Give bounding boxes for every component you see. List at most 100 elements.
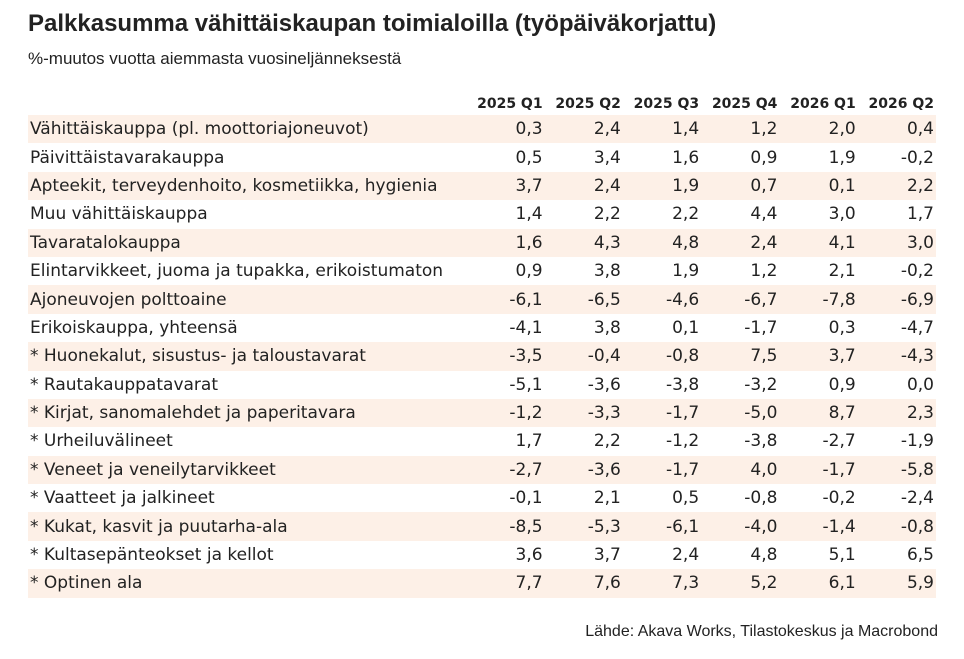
- value-cell: 6,1: [779, 569, 858, 598]
- value-cell: 3,8: [593, 317, 621, 338]
- value-cell: -3,8: [744, 431, 778, 452]
- value-cell: -2,7: [822, 431, 856, 452]
- value-cell: 3,7: [779, 342, 858, 371]
- row-label: * Urheiluvälineet: [30, 431, 173, 452]
- value-cell: -1,7: [779, 455, 858, 485]
- value-cell: -3,8: [665, 374, 700, 395]
- value-cell: -2,4: [900, 488, 934, 509]
- row-label: Vähittäiskauppa (pl. moottoriajoneuvot): [28, 115, 467, 144]
- row-label: * Rautakauppatavarat: [30, 374, 218, 395]
- chart-subtitle: %-muutos vuotta aiemmasta vuosineljännek…: [28, 49, 402, 68]
- value-cell: 1,7: [906, 204, 934, 225]
- value-cell: 1,9: [622, 171, 702, 201]
- table-row: * Vaatteet ja jalkineet -0,1 2,1 0,5 -0,8 -0,…: [28, 484, 936, 512]
- value-cell: 3,0: [857, 228, 936, 257]
- chart-title: Palkkasumma vähittäiskaupan toimialoilla…: [28, 10, 717, 37]
- table-row: * Kukat, kasvit ja puutarha-ala -8,5 -5,3-…: [28, 512, 936, 541]
- value-cell: 4,8: [622, 228, 702, 257]
- value-cell: 0,9: [750, 147, 778, 168]
- row-label: Erikoiskauppa, yhteensä: [30, 317, 238, 338]
- value-cell: 3,0: [828, 204, 856, 225]
- value-cell: -4,0: [701, 512, 780, 541]
- table-row: Elintarvikkeet, juoma ja tupakka, erikoi…: [28, 257, 936, 285]
- row-label: * Kultasepänteokset ja kellot: [30, 545, 274, 566]
- value-cell: -3,6: [587, 374, 621, 395]
- value-cell: 2,4: [672, 545, 700, 566]
- row-label: * Kirjat, sanomalehdet ja paperitavara: [28, 398, 467, 428]
- row-label: * Optinen ala: [28, 569, 467, 598]
- value-cell: 5,2: [701, 569, 780, 598]
- value-cell: 1,4: [622, 115, 702, 144]
- value-cell: 7,3: [622, 569, 702, 598]
- value-cell: -1,2: [466, 398, 545, 428]
- value-cell: -6,1: [622, 512, 702, 541]
- value-cell: 1,7: [515, 431, 543, 452]
- table-row: * Huonekalut, sisustus- ja taloustavarat…: [28, 342, 936, 371]
- value-cell: -5,0: [701, 398, 780, 428]
- table-row: * Kultasepänteokset ja kellot 3,6 3,7 2,4 4,…: [28, 541, 936, 569]
- row-label: * Huonekalut, sisustus- ja taloustavarat: [28, 342, 467, 371]
- value-cell: 2,2: [672, 204, 700, 225]
- value-cell: -7,8: [779, 285, 858, 314]
- value-cell: 0,9: [515, 261, 543, 282]
- value-cell: 0,4: [857, 115, 936, 144]
- value-cell: 5,1: [828, 545, 856, 566]
- value-cell: 0,5: [515, 147, 543, 168]
- value-cell: 2,2: [857, 171, 936, 201]
- value-cell: 7,5: [701, 342, 780, 371]
- value-cell: -4,6: [622, 285, 702, 314]
- value-cell: -0,8: [744, 488, 778, 509]
- column-header: 2025 Q3: [633, 96, 700, 112]
- table-row: Apteekit, terveydenhoito, kosmetiikka, h…: [28, 171, 936, 201]
- value-cell: -5,3: [544, 512, 623, 541]
- value-cell: -3,6: [544, 455, 623, 485]
- value-cell: 0,3: [828, 317, 856, 338]
- value-cell: -0,2: [900, 147, 934, 168]
- value-cell: -1,7: [622, 455, 702, 485]
- row-label: Päivittäistavarakauppa: [30, 147, 225, 168]
- value-cell: 0,5: [672, 488, 700, 509]
- value-cell: -4,1: [509, 317, 543, 338]
- value-cell: -5,1: [509, 374, 543, 395]
- value-cell: -0,2: [822, 488, 856, 509]
- table-row: Erikoiskauppa, yhteensä -4,1 3,8 0,1 -1,7 0,3…: [28, 314, 936, 342]
- row-label: Apteekit, terveydenhoito, kosmetiikka, h…: [28, 171, 467, 201]
- column-header: 2025 Q4: [711, 96, 778, 112]
- table-row: Muu vähittäiskauppa 1,4 2,2 2,2 4,4 3,0 1,7: [28, 200, 936, 228]
- data-table: 2025 Q1 2025 Q2 2025 Q3 2025 Q4 2026 Q1 2026 …: [28, 85, 936, 598]
- row-label: * Vaatteet ja jalkineet: [30, 488, 215, 509]
- value-cell: 0,1: [779, 171, 858, 201]
- value-cell: -2,7: [466, 455, 545, 485]
- table-row: Päivittäistavarakauppa 0,5 3,4 1,6 0,9 1,9 -0,…: [28, 143, 936, 171]
- value-cell: 4,4: [750, 204, 778, 225]
- value-cell: 3,7: [593, 545, 621, 566]
- row-label: Tavaratalokauppa: [28, 228, 467, 257]
- value-cell: 1,6: [466, 228, 545, 257]
- value-cell: 2,4: [701, 228, 780, 257]
- column-header: 2025 Q1: [477, 96, 543, 112]
- value-cell: -8,5: [466, 512, 545, 541]
- value-cell: 6,5: [906, 545, 934, 566]
- table-row: Vähittäiskauppa (pl. moottoriajoneuvot) 0…: [28, 115, 936, 144]
- value-cell: 4,8: [750, 545, 778, 566]
- header-label-cell: [28, 85, 466, 115]
- table-row: Ajoneuvojen polttoaine -6,1 -6,5 -4,6 -6,7 -7…: [28, 285, 936, 314]
- value-cell: 2,1: [828, 261, 856, 282]
- row-label: Elintarvikkeet, juoma ja tupakka, erikoi…: [30, 261, 444, 282]
- value-cell: 0,7: [701, 171, 780, 201]
- value-cell: 0,9: [828, 374, 856, 395]
- value-cell: -3,5: [466, 342, 545, 371]
- value-cell: 1,9: [828, 147, 856, 168]
- value-cell: 2,3: [857, 398, 936, 428]
- value-cell: 4,0: [701, 455, 780, 485]
- value-cell: 1,9: [672, 261, 700, 282]
- table-row: * Veneet ja veneilytarvikkeet -2,7 -3,6 -1,…: [28, 455, 936, 485]
- value-cell: 1,2: [701, 115, 780, 144]
- table-row: * Rautakauppatavarat -5,1 -3,6 -3,8 -3,2 0,9 0…: [28, 371, 936, 399]
- row-label: Muu vähittäiskauppa: [30, 204, 208, 225]
- value-cell: 0,1: [672, 317, 700, 338]
- value-cell: 0,3: [466, 115, 545, 144]
- table-row: Tavaratalokauppa 1,6 4,3 4,8 2,4 4,1 3,0: [28, 228, 936, 257]
- value-cell: -3,2: [744, 374, 778, 395]
- value-cell: 5,9: [857, 569, 936, 598]
